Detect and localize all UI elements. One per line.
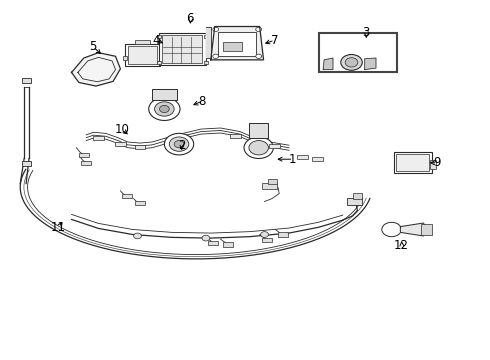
Bar	[269, 179, 277, 184]
Text: 3: 3	[363, 27, 370, 40]
Circle shape	[341, 54, 362, 70]
Bar	[278, 232, 288, 237]
Circle shape	[155, 102, 174, 116]
Bar	[208, 240, 218, 245]
Bar	[81, 161, 91, 165]
Polygon shape	[323, 58, 333, 69]
Polygon shape	[365, 58, 376, 69]
Circle shape	[164, 134, 194, 155]
Bar	[135, 145, 146, 149]
Circle shape	[169, 137, 189, 151]
Bar	[162, 36, 202, 63]
Bar	[218, 32, 256, 56]
Bar	[79, 153, 89, 157]
Bar	[135, 40, 150, 44]
Bar	[319, 33, 397, 72]
Circle shape	[213, 27, 219, 32]
Bar	[223, 242, 233, 247]
Bar	[157, 35, 161, 39]
Circle shape	[244, 137, 273, 158]
Bar	[125, 44, 160, 66]
Circle shape	[261, 231, 269, 237]
Bar	[262, 183, 277, 189]
Text: 12: 12	[394, 239, 409, 252]
Bar	[128, 46, 157, 64]
Bar	[394, 152, 432, 173]
Circle shape	[249, 140, 269, 155]
Bar	[122, 194, 132, 198]
Text: 9: 9	[433, 156, 441, 169]
Polygon shape	[211, 27, 264, 60]
Circle shape	[149, 98, 180, 121]
Polygon shape	[400, 223, 427, 236]
Bar	[204, 35, 208, 39]
Circle shape	[345, 58, 358, 67]
Bar	[159, 33, 206, 65]
Bar	[430, 160, 436, 169]
Bar	[346, 198, 362, 205]
Text: 1: 1	[289, 153, 296, 166]
Text: 8: 8	[198, 95, 206, 108]
Bar	[22, 161, 31, 166]
Bar	[312, 157, 323, 161]
Bar	[152, 89, 176, 100]
Bar	[269, 144, 280, 148]
Bar	[115, 142, 126, 146]
Circle shape	[382, 222, 401, 237]
Bar	[22, 78, 31, 83]
Text: 7: 7	[270, 33, 278, 47]
Bar	[159, 56, 163, 59]
Bar	[297, 154, 308, 159]
Circle shape	[202, 235, 210, 241]
Bar	[223, 42, 242, 51]
Polygon shape	[206, 27, 211, 58]
FancyBboxPatch shape	[249, 123, 269, 138]
Circle shape	[213, 54, 219, 58]
Text: 10: 10	[115, 123, 129, 136]
Text: 11: 11	[51, 221, 66, 234]
Bar	[421, 225, 432, 234]
Circle shape	[134, 233, 142, 239]
Text: 6: 6	[187, 12, 194, 25]
Bar	[123, 56, 127, 59]
Circle shape	[159, 105, 169, 113]
Bar	[204, 60, 208, 64]
Bar	[93, 135, 104, 140]
Bar	[396, 154, 429, 171]
Text: 5: 5	[89, 40, 96, 53]
Bar	[353, 193, 362, 199]
Bar	[230, 134, 241, 138]
Circle shape	[174, 140, 184, 148]
Circle shape	[256, 54, 262, 58]
Circle shape	[256, 27, 262, 32]
Bar	[135, 201, 145, 206]
Bar	[157, 60, 161, 64]
Bar	[262, 238, 272, 242]
Polygon shape	[72, 53, 121, 86]
Text: 2: 2	[178, 139, 185, 152]
Text: 4: 4	[152, 33, 160, 47]
